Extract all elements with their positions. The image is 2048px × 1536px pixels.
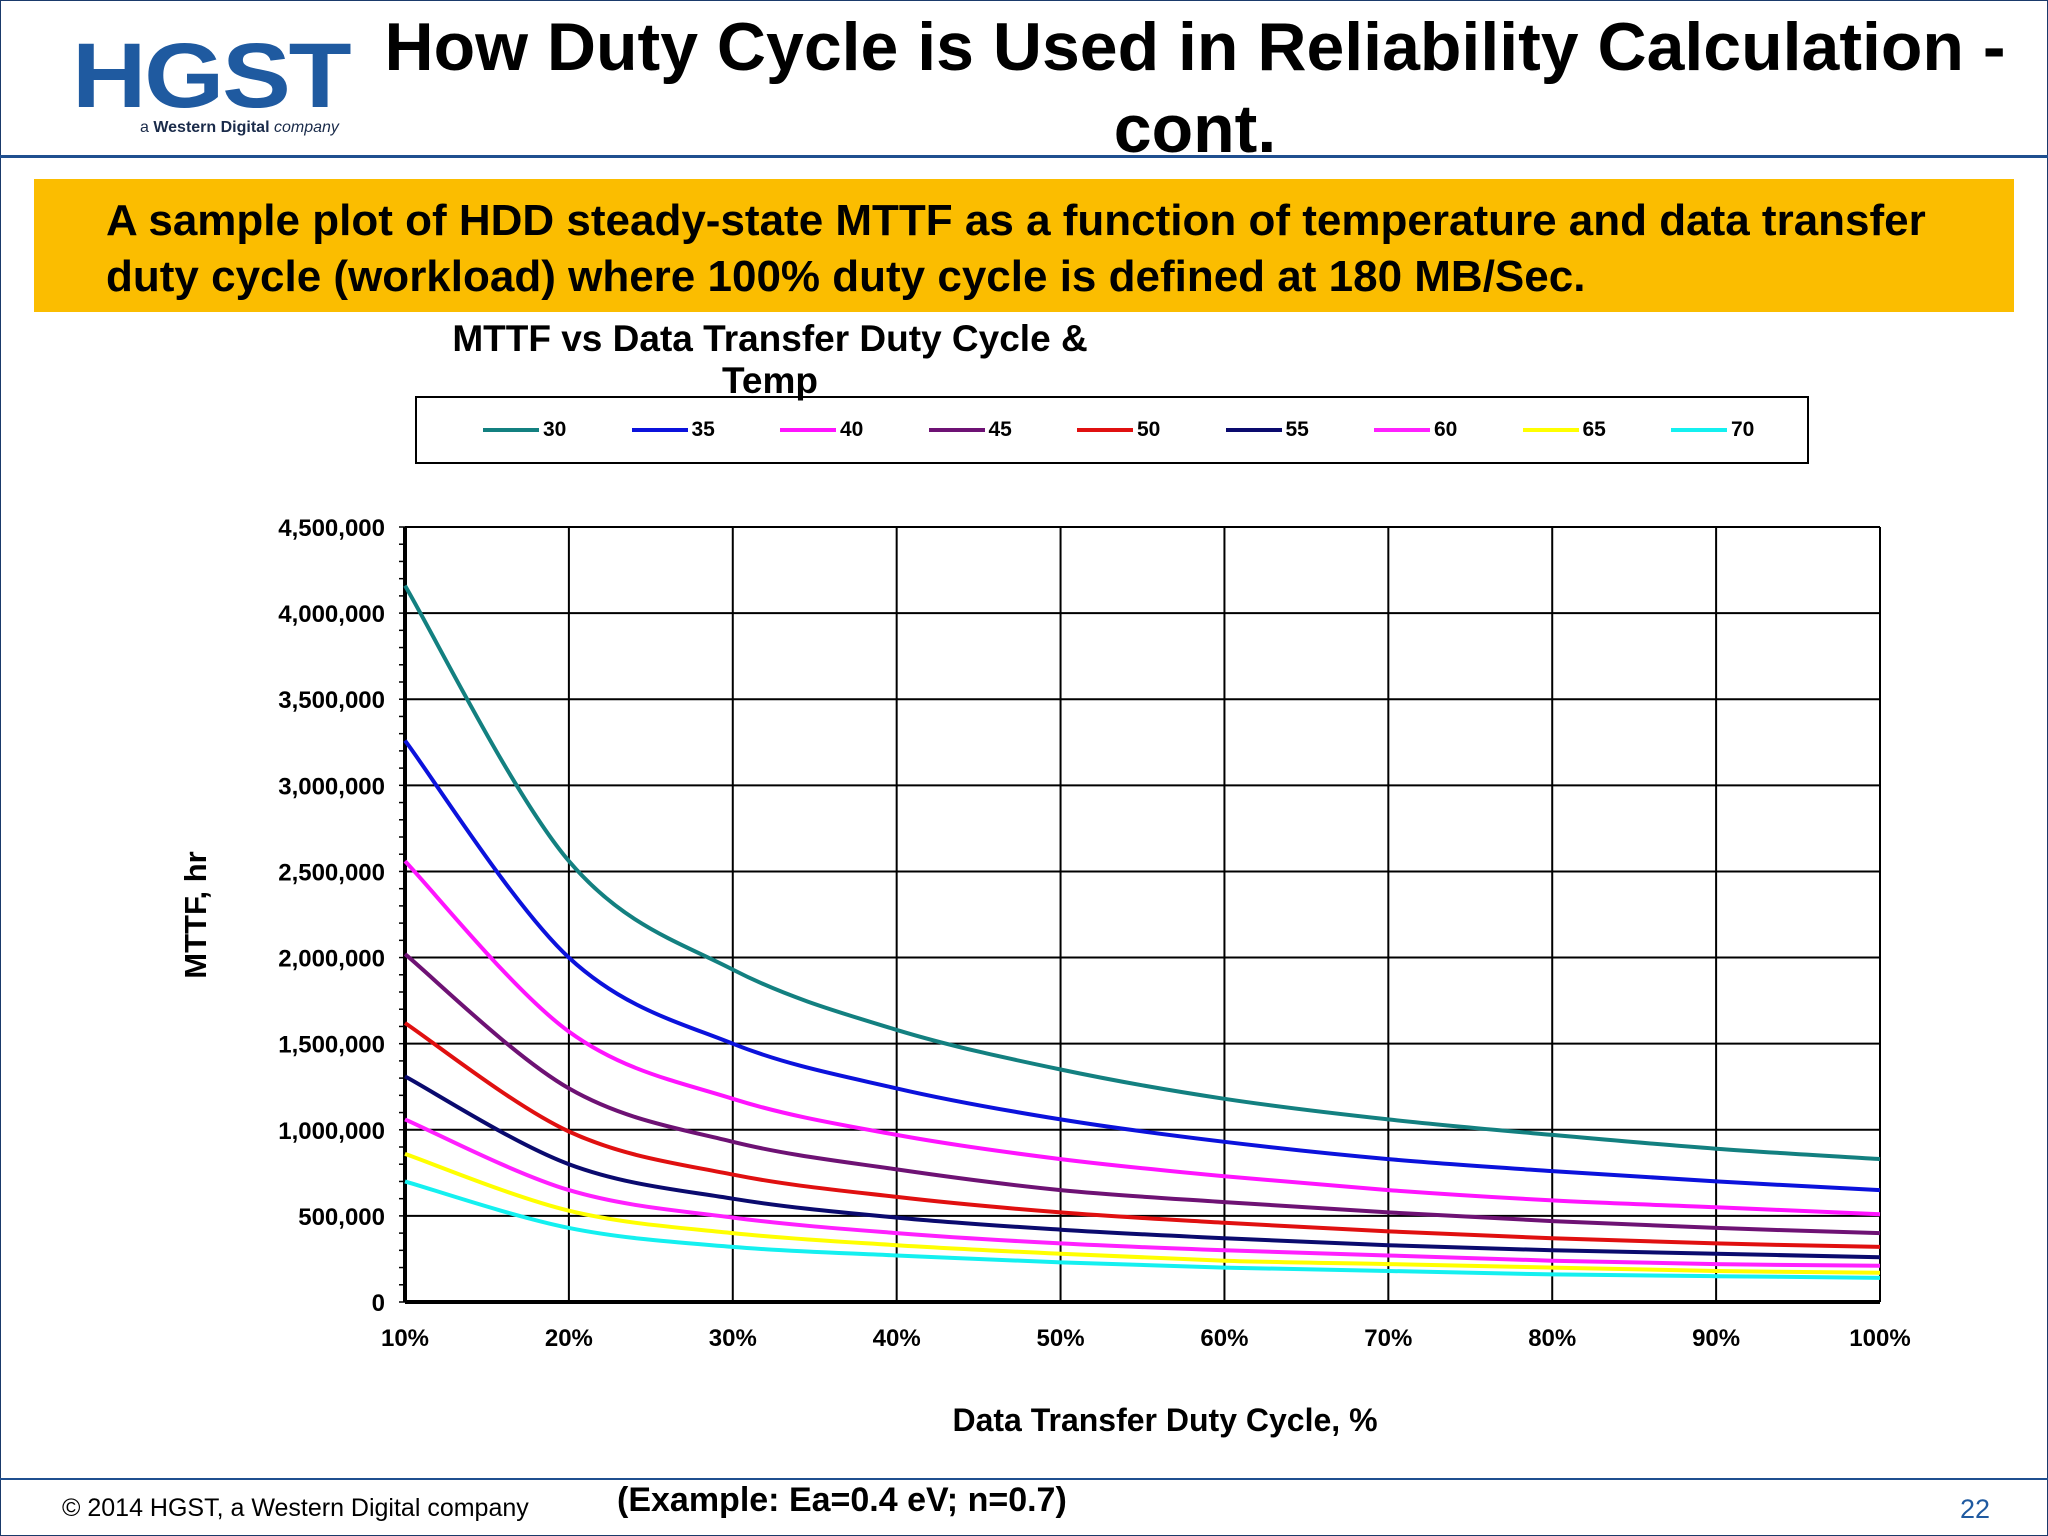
x-tick-label: 100% <box>1849 1325 1910 1352</box>
legend-item-70: 70 <box>1671 398 1754 462</box>
legend-item-50: 50 <box>1077 398 1160 462</box>
legend-swatch <box>1374 428 1430 432</box>
summary-banner-text: A sample plot of HDD steady-state MTTF a… <box>106 196 1926 301</box>
legend-label: 55 <box>1285 418 1309 441</box>
hgst-logo: HGST a Western Digital company <box>72 30 362 142</box>
legend-item-65: 65 <box>1522 398 1606 462</box>
x-tick-label: 80% <box>1528 1325 1576 1352</box>
plot-area <box>405 527 1880 1302</box>
page-number: 22 <box>1959 1494 1990 1524</box>
chart-title: MTTF vs Data Transfer Duty Cycle & Temp <box>452 318 1088 401</box>
chart-legend: 30 35 40 45 50 55 60 65 70 <box>415 396 1809 464</box>
y-tick-label: 2,500,000 <box>278 859 385 886</box>
footer-copyright: © 2014 HGST, a Western Digital company <box>62 1494 529 1522</box>
y-tick-label: 1,500,000 <box>278 1032 385 1059</box>
x-tick-label: 60% <box>1200 1325 1248 1352</box>
legend-item-55: 55 <box>1225 398 1309 462</box>
legend-item-40: 40 <box>780 398 863 462</box>
logo-tagline: a Western Digital company <box>140 119 339 137</box>
legend-label: 40 <box>840 418 864 441</box>
legend-swatch <box>928 428 985 432</box>
x-tick-label: 50% <box>1037 1325 1085 1352</box>
series-line-55 <box>404 1074 1881 1260</box>
legend-label: 60 <box>1434 418 1458 441</box>
series-line-50 <box>403 1021 1881 1249</box>
logo-tagline-suffix: company <box>269 119 339 136</box>
y-tick-label: 3,500,000 <box>278 687 385 714</box>
y-tick-label: 2,000,000 <box>278 946 385 973</box>
legend-swatch <box>631 428 688 432</box>
logo-tagline-prefix: a <box>140 119 154 136</box>
x-tick-label: 30% <box>709 1325 757 1352</box>
legend-label: 70 <box>1731 418 1755 441</box>
title-divider <box>0 155 2048 158</box>
series-line-60 <box>404 1117 1881 1268</box>
series-line-30 <box>403 584 1881 1162</box>
legend-item-35: 35 <box>631 398 715 462</box>
legend-item-30: 30 <box>483 398 566 462</box>
y-tick-label: 4,500,000 <box>278 515 385 542</box>
series-line-70 <box>404 1179 1881 1280</box>
legend-swatch <box>780 428 836 432</box>
x-tick-label: 10% <box>381 1325 429 1352</box>
series-line-65 <box>404 1152 1881 1275</box>
legend-label: 65 <box>1582 418 1606 441</box>
legend-label: 50 <box>1137 418 1161 441</box>
legend-label: 30 <box>543 418 567 441</box>
logo-tagline-brand: Western Digital <box>153 119 270 136</box>
legend-swatch <box>483 428 539 432</box>
legend-label: 35 <box>691 418 715 441</box>
y-tick-label: 0 <box>372 1290 385 1317</box>
legend-swatch <box>1522 428 1579 432</box>
legend-item-45: 45 <box>928 398 1012 462</box>
x-tick-label: 70% <box>1364 1325 1412 1352</box>
y-tick-label: 1,000,000 <box>278 1118 385 1145</box>
summary-banner: A sample plot of HDD steady-state MTTF a… <box>34 179 2014 312</box>
x-axis-label: Data Transfer Duty Cycle, % <box>952 1402 1378 1438</box>
x-tick-label: 40% <box>873 1325 921 1352</box>
legend-swatch <box>1225 428 1282 432</box>
footer-divider <box>0 1478 2048 1480</box>
legend-swatch <box>1671 428 1727 432</box>
legend-item-60: 60 <box>1374 398 1457 462</box>
legend-swatch <box>1077 428 1133 432</box>
logo-wordmark: HGST <box>72 25 352 127</box>
x-tick-label: 90% <box>1692 1325 1740 1352</box>
series-line-35 <box>403 739 1881 1193</box>
x-tick-label: 20% <box>545 1325 593 1352</box>
footer-example-note: (Example: Ea=0.4 eV; n=0.7) <box>617 1481 1067 1519</box>
y-tick-label: 500,000 <box>298 1204 385 1231</box>
series-line-40 <box>403 859 1881 1217</box>
series-line-45 <box>403 952 1881 1236</box>
slide-title: How Duty Cycle is Used in Reliability Ca… <box>384 9 2006 167</box>
legend-label: 45 <box>988 418 1012 441</box>
y-tick-label: 3,000,000 <box>278 773 385 800</box>
y-tick-label: 4,000,000 <box>278 601 385 628</box>
y-axis-label: MTTF, hr <box>178 851 213 979</box>
